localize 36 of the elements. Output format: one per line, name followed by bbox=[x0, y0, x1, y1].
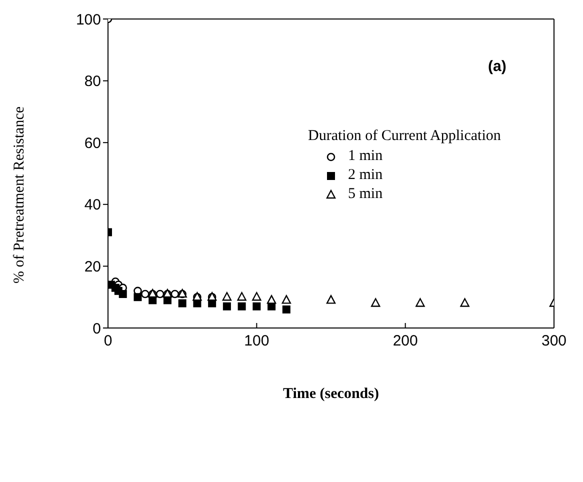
y-tick-label: 60 bbox=[84, 134, 101, 152]
x-tick-label: 0 bbox=[104, 332, 112, 350]
y-tick-label: 0 bbox=[92, 320, 101, 338]
y-tick-label: 80 bbox=[84, 73, 101, 90]
point bbox=[326, 295, 336, 304]
point bbox=[282, 305, 290, 314]
y-tick-label: 20 bbox=[84, 258, 101, 276]
point bbox=[238, 302, 246, 310]
annotation: (a) bbox=[488, 58, 506, 75]
point bbox=[416, 298, 425, 307]
x-tick-label: 300 bbox=[541, 332, 567, 350]
point bbox=[156, 290, 164, 298]
legend-label: 5 min bbox=[348, 186, 383, 203]
point bbox=[252, 302, 261, 310]
point bbox=[141, 290, 150, 298]
point bbox=[222, 292, 232, 301]
point bbox=[134, 293, 142, 302]
x-tick-label: 200 bbox=[392, 332, 418, 350]
point bbox=[371, 298, 380, 307]
point bbox=[178, 299, 186, 308]
legend-label: 2 min bbox=[348, 167, 383, 184]
legend-label: 1 min bbox=[348, 148, 383, 165]
point bbox=[222, 302, 231, 310]
y-tick-label: 100 bbox=[76, 11, 101, 28]
y-tick-label: 40 bbox=[84, 196, 101, 214]
point bbox=[266, 295, 276, 304]
point bbox=[460, 298, 470, 307]
point bbox=[170, 290, 180, 298]
point bbox=[237, 292, 246, 301]
point bbox=[252, 292, 262, 301]
point bbox=[282, 295, 291, 304]
x-axis-title: Time (seconds) bbox=[283, 386, 379, 402]
point bbox=[118, 290, 127, 298]
y-axis-title: % of Pretreatment Resistance bbox=[11, 106, 28, 284]
x-tick-label: 100 bbox=[244, 332, 270, 350]
legend-title: Duration of Current Application bbox=[308, 128, 502, 145]
